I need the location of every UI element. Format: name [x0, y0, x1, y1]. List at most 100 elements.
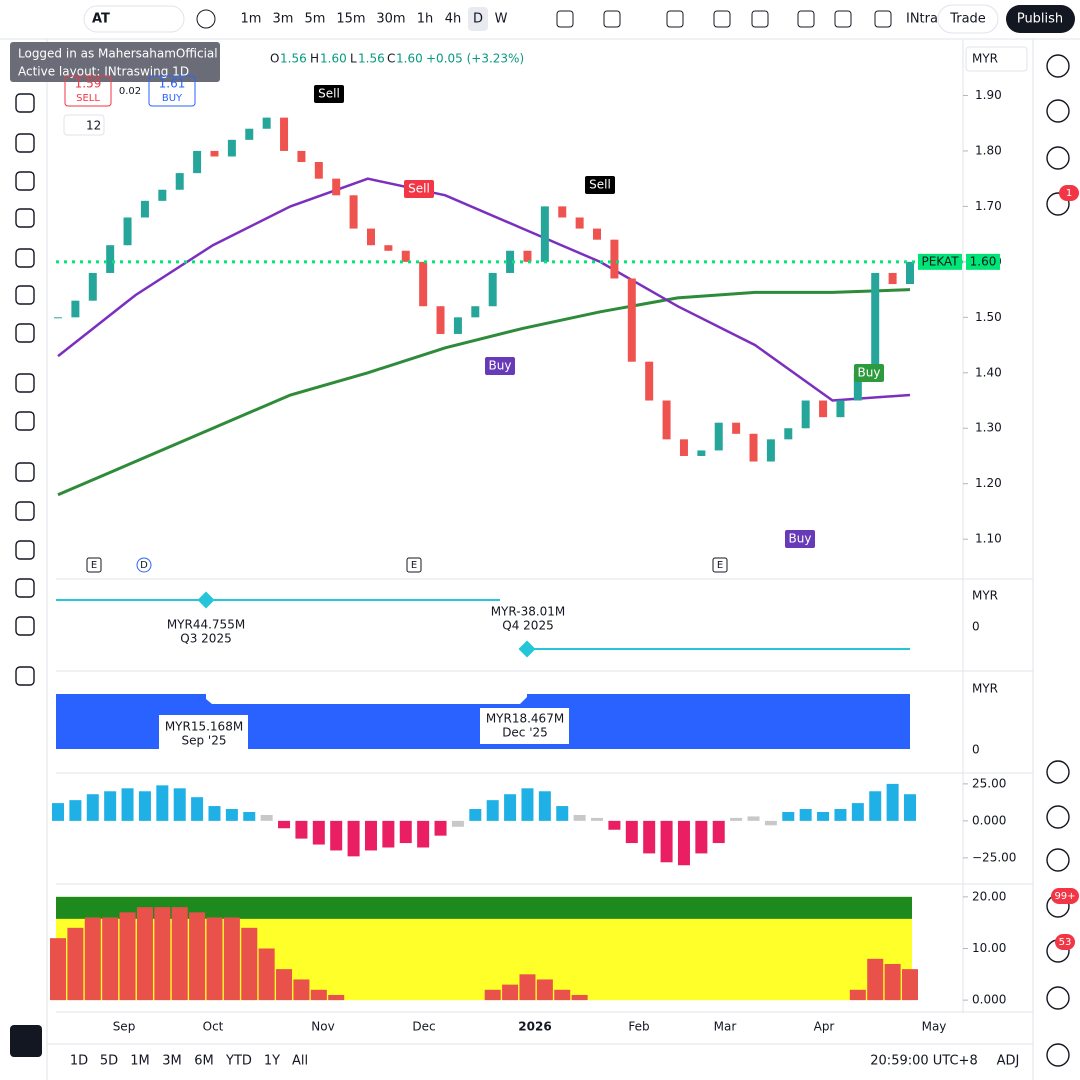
trade-button[interactable] [937, 4, 999, 34]
toolbar-icon[interactable] [666, 10, 684, 28]
range-button[interactable]: 5D [100, 1054, 118, 1069]
candle-body [349, 195, 358, 229]
range-button[interactable]: 1M [130, 1054, 150, 1069]
range-button[interactable]: 6M [194, 1054, 214, 1069]
range-button[interactable]: 1Y [264, 1054, 280, 1069]
candle-body [627, 278, 636, 362]
drawing-tool[interactable] [15, 411, 35, 431]
toolbar-icon[interactable] [874, 10, 892, 28]
interval-button[interactable]: 30m [376, 12, 405, 27]
event-marker[interactable] [406, 557, 422, 573]
side-icon[interactable] [1046, 848, 1070, 872]
candle-body [54, 317, 62, 319]
momentum-bar [347, 820, 360, 857]
interval-button[interactable]: 5m [305, 12, 326, 27]
event-marker[interactable] [136, 557, 152, 573]
revenue-currency[interactable]: MYR [972, 682, 998, 696]
watchlist-button[interactable] [10, 1025, 42, 1057]
candle-body [523, 250, 532, 262]
strength-bar [223, 917, 240, 1001]
range-button[interactable]: 1D [70, 1054, 88, 1069]
drawing-tool[interactable] [15, 540, 35, 560]
drawing-tool[interactable] [15, 578, 35, 598]
range-button[interactable]: YTD [225, 1054, 252, 1069]
side-icon[interactable] [1046, 192, 1070, 216]
earnings-currency[interactable]: MYR [972, 589, 998, 603]
drawing-tool[interactable] [15, 666, 35, 686]
y-tick-label: 1.40 [975, 365, 1002, 379]
interval-button[interactable]: 1m [241, 12, 262, 27]
strength-bar [50, 938, 66, 1001]
earnings-point[interactable] [518, 640, 536, 658]
sell-button[interactable] [64, 75, 112, 107]
momentum-bar [747, 816, 760, 821]
toolbar-icon[interactable] [751, 10, 769, 28]
y-tick-label: 0.000 [972, 993, 1006, 1007]
drawing-tool[interactable] [15, 93, 35, 113]
candle-body [401, 250, 410, 262]
symbol-box[interactable] [83, 5, 185, 33]
drawing-tool[interactable] [15, 462, 35, 482]
drawing-tool[interactable] [15, 285, 35, 305]
side-icon[interactable] [1046, 986, 1070, 1010]
ohlc-o-label: O [270, 52, 279, 66]
momentum-bar [121, 788, 134, 821]
range-button[interactable]: All [292, 1054, 308, 1069]
strength-bar [502, 984, 519, 1001]
momentum-bar [225, 809, 238, 821]
strength-bar [328, 994, 345, 1001]
drawing-tool[interactable] [15, 133, 35, 153]
interval-button[interactable]: 4h [445, 12, 462, 27]
publish-label[interactable]: Publish [1017, 12, 1063, 27]
interval-button[interactable]: D [473, 12, 483, 27]
side-icon[interactable] [1046, 99, 1070, 123]
drawing-tool[interactable] [15, 323, 35, 343]
candle-body [784, 428, 793, 440]
currency[interactable]: MYR [972, 52, 998, 66]
momentum-bar [591, 817, 604, 821]
layout-name[interactable]: INtra [906, 12, 938, 27]
drawing-tool[interactable] [15, 171, 35, 191]
badge-count: 99+ [1054, 891, 1075, 902]
candle-body [227, 139, 236, 157]
publish-button[interactable] [1006, 5, 1075, 33]
range-button[interactable]: 3M [162, 1054, 182, 1069]
drawing-tool[interactable] [15, 616, 35, 636]
drawing-tool[interactable] [15, 208, 35, 228]
side-icon[interactable] [1046, 54, 1070, 78]
toolbar-icon[interactable] [834, 10, 852, 28]
drawing-tool[interactable] [15, 248, 35, 268]
candle-body [384, 245, 393, 251]
add-symbol[interactable] [196, 9, 216, 29]
symbol[interactable]: AT [92, 12, 110, 27]
trade-label[interactable]: Trade [949, 12, 986, 27]
toolbar-icon[interactable] [603, 10, 621, 28]
event-marker[interactable] [712, 557, 728, 573]
side-icon[interactable] [1046, 1043, 1070, 1067]
side-icon[interactable] [1046, 760, 1070, 784]
drawing-tool[interactable] [15, 501, 35, 521]
interval-button[interactable]: W [495, 12, 508, 27]
adjustment[interactable]: ADJ [997, 1054, 1020, 1069]
toolbar-icon[interactable] [797, 10, 815, 28]
momentum-bar [434, 820, 447, 836]
indicator-toggle[interactable] [63, 114, 105, 136]
sell-label: SELL [76, 93, 100, 104]
toolbar-icon[interactable] [556, 10, 574, 28]
toolbar-icon[interactable] [713, 10, 731, 28]
indicator-count[interactable]: 12 [86, 119, 101, 133]
side-icon[interactable] [1046, 146, 1070, 170]
signal-label: Buy [789, 532, 812, 546]
momentum-bar [556, 806, 569, 821]
interval-button[interactable]: 3m [273, 12, 294, 27]
interval-button[interactable]: 1h [417, 12, 434, 27]
side-icon[interactable] [1046, 805, 1070, 829]
drawing-tool[interactable] [15, 373, 35, 393]
momentum-bar [451, 820, 464, 827]
event-marker[interactable] [86, 557, 102, 573]
momentum-bar [104, 791, 117, 821]
earnings-point[interactable] [197, 591, 215, 609]
currency-box[interactable] [965, 46, 1028, 72]
buy-button[interactable] [148, 75, 196, 107]
interval-button[interactable]: 15m [336, 12, 365, 27]
